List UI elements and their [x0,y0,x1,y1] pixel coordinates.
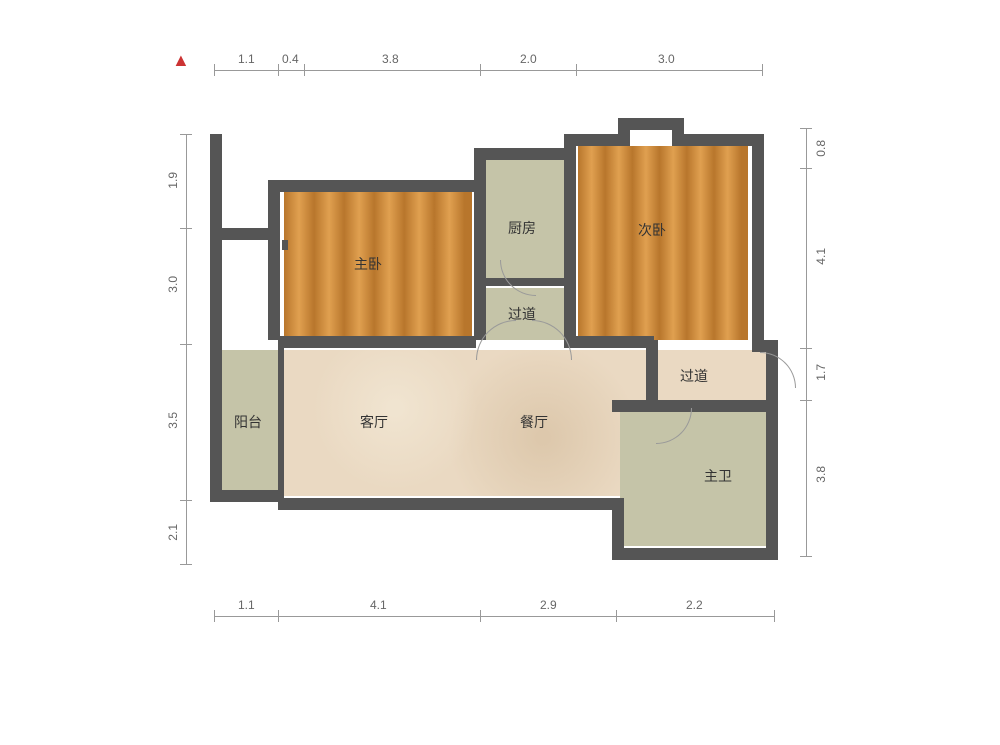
dim-right-2: 1.7 [814,364,828,381]
dim-tick [800,128,812,129]
dim-tick [800,400,812,401]
dim-tick [304,64,305,76]
dim-left-3: 2.1 [166,524,180,541]
dim-bottom-0: 1.1 [238,598,255,612]
wall [210,134,222,352]
door-arc [760,352,796,388]
dim-tick [180,228,192,229]
dim-tick [180,500,192,501]
dim-top-1: 0.4 [282,52,299,66]
dim-tick [800,168,812,169]
label-bathroom: 主卫 [704,466,732,486]
dim-left-1: 3.0 [166,276,180,293]
dim-tick [180,564,192,565]
dim-line-top [214,70,762,71]
wall [672,134,764,146]
dim-top-3: 2.0 [520,52,537,66]
dim-tick [762,64,763,76]
compass-icon: ▲ [172,50,190,71]
dim-tick [480,610,481,622]
dim-left-2: 3.5 [166,412,180,429]
dim-tick [214,64,215,76]
room-second-bedroom [578,146,748,340]
floorplan-container: ▲ 宏辉房产 1.1 0.4 3.8 2.0 3.0 1.1 4.1 2.9 2… [0,0,1000,745]
wall [564,148,576,340]
dim-line-right [806,128,807,556]
room-corridor-2 [654,350,766,400]
dim-tick [180,134,192,135]
wall [268,180,484,192]
label-corridor-2: 过道 [680,366,708,386]
dim-tick [278,610,279,622]
wall [278,498,624,510]
dim-top-2: 3.8 [382,52,399,66]
wall [278,336,476,348]
label-kitchen: 厨房 [508,218,536,238]
wall [210,340,222,500]
label-balcony: 阳台 [234,412,262,432]
dim-tick [800,348,812,349]
wall [474,180,486,340]
dim-right-0: 0.8 [814,140,828,157]
label-master-bedroom: 主卧 [354,254,382,274]
wall [268,240,280,340]
dim-tick [278,64,279,76]
wall [752,134,764,348]
wall [474,148,574,160]
dim-tick [800,556,812,557]
dim-tick [214,610,215,622]
dim-tick [576,64,577,76]
dim-tick [774,610,775,622]
dim-bottom-1: 4.1 [370,598,387,612]
label-second-bedroom: 次卧 [638,220,666,240]
dim-tick [180,344,192,345]
room-living [284,350,654,496]
dim-bottom-3: 2.2 [686,598,703,612]
dim-right-3: 3.8 [814,466,828,483]
dim-line-bottom [214,616,774,617]
label-dining: 餐厅 [520,412,548,432]
dim-tick [616,610,617,622]
wall [612,548,778,560]
dim-bottom-2: 2.9 [540,598,557,612]
dim-left-0: 1.9 [166,172,180,189]
wall [564,336,654,348]
room-bathroom [620,410,766,546]
dim-top-4: 3.0 [658,52,675,66]
dim-tick [480,64,481,76]
dim-right-1: 4.1 [814,248,828,265]
dim-top-0: 1.1 [238,52,255,66]
wall [282,240,288,250]
label-living: 客厅 [360,412,388,432]
wall [278,340,284,500]
